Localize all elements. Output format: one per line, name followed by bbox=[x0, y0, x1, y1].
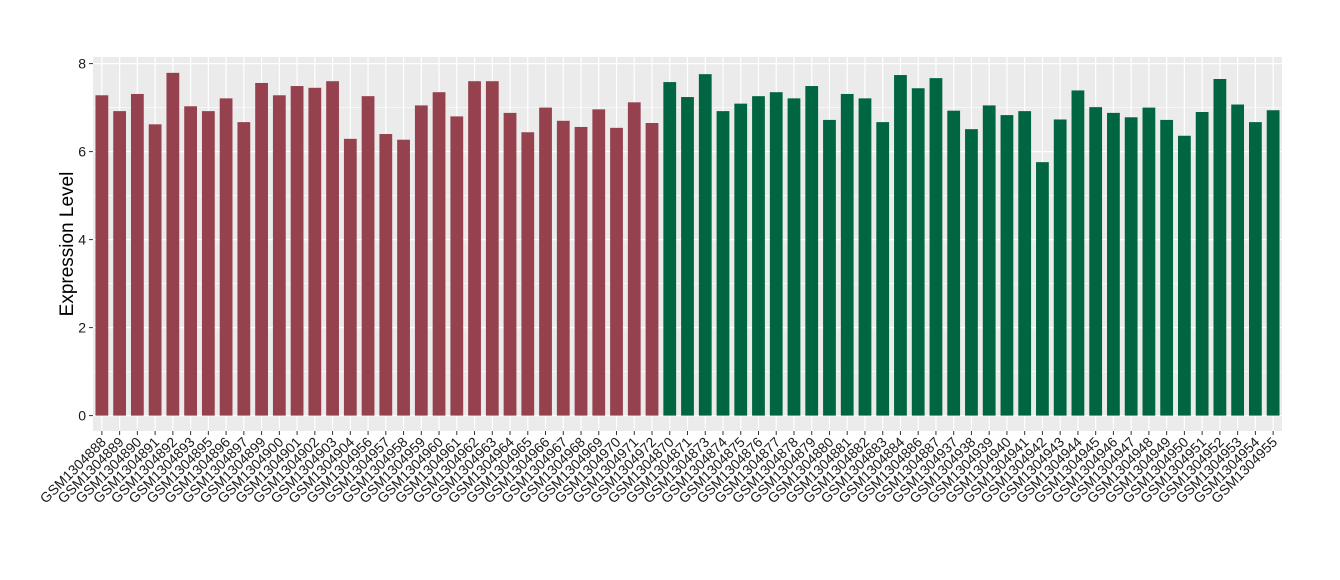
bar-GSM1304940 bbox=[1000, 115, 1014, 416]
bar-GSM1304884 bbox=[894, 75, 907, 416]
bar-GSM1304942 bbox=[1036, 162, 1049, 416]
bar-GSM1304960 bbox=[432, 92, 446, 416]
bar-GSM1304972 bbox=[645, 123, 659, 416]
bar-GSM1304959 bbox=[414, 105, 428, 416]
bar-GSM1304903 bbox=[326, 81, 339, 416]
bar-GSM1304966 bbox=[539, 107, 552, 416]
bar-GSM1304939 bbox=[982, 105, 996, 416]
y-tick-label: 8 bbox=[78, 56, 86, 72]
bar-GSM1304883 bbox=[876, 122, 890, 416]
bar-GSM1304870 bbox=[663, 82, 677, 416]
y-tick-label: 2 bbox=[78, 320, 86, 336]
bar-GSM1304893 bbox=[184, 106, 197, 416]
bar-GSM1304882 bbox=[858, 98, 872, 416]
bar-GSM1304897 bbox=[237, 122, 251, 416]
bar-GSM1304956 bbox=[361, 96, 375, 416]
bar-GSM1304873 bbox=[698, 74, 712, 416]
bar-GSM1304888 bbox=[95, 95, 109, 416]
bar-GSM1304900 bbox=[272, 95, 286, 416]
bar-GSM1304950 bbox=[1178, 135, 1191, 416]
y-axis-title: Expression Level bbox=[57, 172, 78, 317]
bar-GSM1304878 bbox=[787, 98, 801, 416]
bar-GSM1304896 bbox=[219, 98, 233, 416]
bar-GSM1304941 bbox=[1018, 111, 1032, 416]
bar-GSM1304963 bbox=[485, 81, 499, 416]
y-tick-label: 0 bbox=[78, 408, 86, 424]
bar-GSM1304886 bbox=[911, 88, 925, 416]
bar-GSM1304954 bbox=[1248, 122, 1262, 416]
bar-GSM1304943 bbox=[1053, 119, 1067, 416]
bar-GSM1304880 bbox=[823, 119, 836, 416]
bar-GSM1304895 bbox=[201, 111, 215, 416]
bar-GSM1304958 bbox=[397, 139, 410, 416]
bar-GSM1304877 bbox=[769, 92, 783, 416]
bar-GSM1304899 bbox=[255, 82, 268, 416]
bar-GSM1304957 bbox=[379, 134, 393, 416]
bar-GSM1304947 bbox=[1124, 117, 1138, 416]
bar-GSM1304970 bbox=[610, 127, 623, 416]
bar-GSM1304871 bbox=[681, 97, 694, 416]
bar-GSM1304891 bbox=[148, 124, 162, 416]
bar-GSM1304904 bbox=[343, 138, 357, 416]
bar-GSM1304889 bbox=[113, 111, 127, 416]
bar-GSM1304901 bbox=[290, 86, 304, 416]
bar-GSM1304892 bbox=[166, 72, 180, 416]
bar-GSM1304890 bbox=[130, 93, 144, 416]
bar-GSM1304968 bbox=[574, 126, 588, 416]
y-axis: 0 2 4 6 8 bbox=[78, 56, 93, 424]
bar-GSM1304955 bbox=[1266, 110, 1280, 416]
bar-GSM1304902 bbox=[308, 87, 322, 416]
bar-GSM1304938 bbox=[965, 129, 978, 416]
bar-GSM1304946 bbox=[1107, 112, 1120, 416]
bar-GSM1304964 bbox=[503, 112, 517, 416]
bar-GSM1304948 bbox=[1142, 107, 1156, 416]
bar-GSM1304962 bbox=[468, 81, 481, 416]
bar-GSM1304881 bbox=[840, 93, 854, 416]
bar-GSM1304953 bbox=[1231, 104, 1245, 416]
bar-GSM1304945 bbox=[1089, 107, 1103, 416]
bar-GSM1304874 bbox=[716, 111, 730, 416]
x-axis: GSM1304888GSM1304889GSM1304890GSM1304891… bbox=[37, 431, 1280, 506]
bar-GSM1304969 bbox=[592, 109, 606, 416]
bar-GSM1304951 bbox=[1195, 112, 1209, 416]
bar-GSM1304937 bbox=[947, 110, 961, 416]
bar-GSM1304961 bbox=[450, 116, 464, 416]
bar-GSM1304887 bbox=[929, 78, 943, 416]
bar-GSM1304952 bbox=[1213, 79, 1227, 416]
bar-GSM1304944 bbox=[1071, 90, 1085, 416]
bar-GSM1304949 bbox=[1160, 119, 1174, 416]
bar-GSM1304967 bbox=[556, 120, 570, 416]
bars bbox=[95, 72, 1280, 416]
bar-GSM1304875 bbox=[734, 103, 748, 416]
bar-GSM1304965 bbox=[521, 132, 535, 416]
y-tick-label: 6 bbox=[78, 144, 86, 160]
bar-GSM1304876 bbox=[752, 96, 765, 416]
bar-GSM1304879 bbox=[805, 86, 819, 416]
bar-GSM1304971 bbox=[627, 102, 641, 416]
y-tick-label: 4 bbox=[78, 232, 86, 248]
